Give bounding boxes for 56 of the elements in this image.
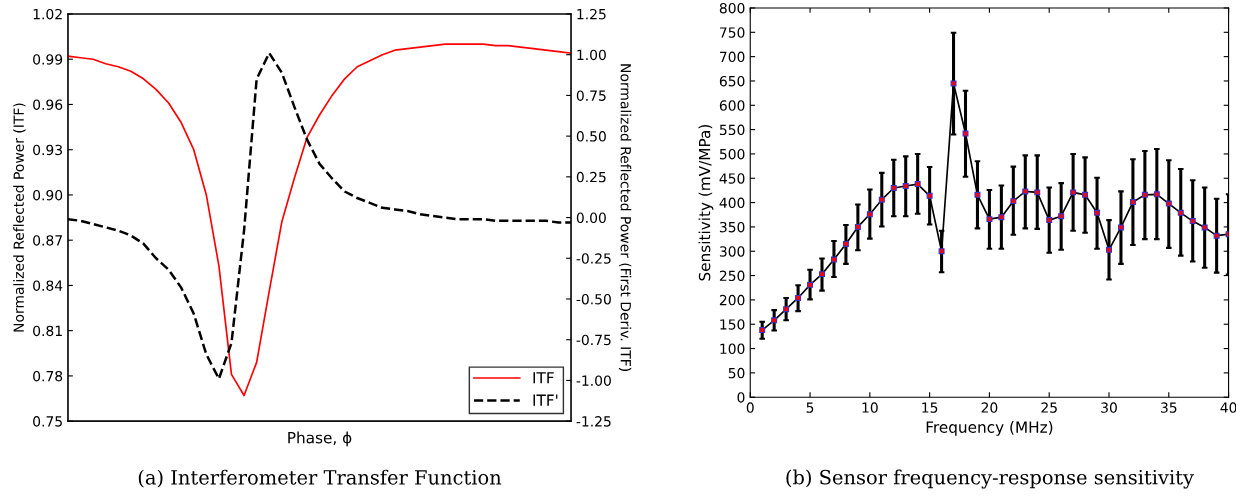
y2-tick-label: -0.50	[576, 293, 611, 305]
x-tick-label: 15	[922, 402, 938, 413]
y-tick-label: 0.99	[33, 54, 63, 65]
y2-tick-label: 0.50	[576, 131, 606, 142]
y2-tick-label: 0.00	[576, 212, 606, 224]
y-tick-label: 700	[720, 51, 745, 63]
y-tick-label: 650	[719, 75, 745, 87]
y2-tick-label: -1.25	[576, 416, 611, 427]
y-tick-label: 550	[719, 124, 745, 136]
y-tick-label: 0.84	[33, 280, 63, 291]
y2-tick-label: -0.25	[576, 253, 611, 264]
y-tick-label: 0.81	[33, 325, 62, 337]
y-tick-label: 0.96	[33, 99, 63, 110]
y2-tick-label: 0.75	[576, 90, 606, 101]
x-tick-label: 0	[746, 402, 754, 413]
y-tick-label: 300	[719, 246, 745, 257]
y2-tick-label: 0.25	[576, 171, 606, 183]
y-tick-label: 0	[737, 392, 745, 403]
y-tick-label: 0.90	[33, 189, 63, 201]
y-axis-title: Normalized Reflected Power (ITF)	[13, 103, 26, 332]
text: (a) Interferometer Transfer Function	[138, 469, 502, 488]
x-tick-label: 30	[1101, 402, 1117, 413]
y-tick-label: 450	[719, 173, 745, 184]
y-tick-label: 100	[720, 343, 745, 355]
y2-tick-label: -1.00	[576, 375, 611, 386]
y2-tick-label: 1.25	[577, 8, 606, 20]
y-axis-title: Sensitivity (mV/MPa)	[698, 124, 714, 281]
y-tick-label: 350	[719, 221, 745, 233]
y-tick-label: 750	[720, 27, 745, 38]
x-tick-label: 20	[981, 402, 998, 413]
y-tick-label: 0.78	[33, 370, 63, 382]
y-tick-label: 500	[719, 148, 745, 160]
x-axis-title: Frequency (MHz)	[926, 421, 1053, 436]
legend-label: ITF	[533, 372, 554, 384]
legend-label: ITF'	[533, 394, 558, 406]
y-tick-label: 150	[720, 319, 745, 330]
y2-tick-label: -0.75	[576, 334, 611, 346]
y-tick-label: 250	[719, 270, 745, 282]
x-tick-label: 35	[1161, 402, 1177, 413]
y-tick-label: 50	[728, 367, 745, 379]
y-tick-label: 0.87	[33, 235, 62, 246]
y-tick-label: 200	[719, 294, 745, 306]
text: (b) Sensor frequency-response sensitivity	[786, 469, 1194, 489]
y-tick-label: 600	[719, 100, 745, 111]
y-tick-label: 0.75	[33, 416, 62, 427]
x-tick-label: 25	[1041, 402, 1057, 413]
y-tick-label: 400	[719, 197, 745, 209]
y-tick-label: 800	[719, 2, 745, 14]
x-axis-title: Phase, ϕ	[288, 431, 352, 447]
x-tick-label: 10	[862, 402, 878, 413]
x-tick-label: 40	[1220, 402, 1236, 413]
x-tick-label: 5	[806, 402, 814, 413]
y-tick-label: 1.02	[33, 8, 62, 20]
y2-tick-label: 1.00	[577, 49, 606, 61]
y-tick-label: 0.93	[33, 144, 63, 156]
y2-axis-title: Normalized Reflected Power (First Deriv. ITF)	[618, 64, 632, 371]
